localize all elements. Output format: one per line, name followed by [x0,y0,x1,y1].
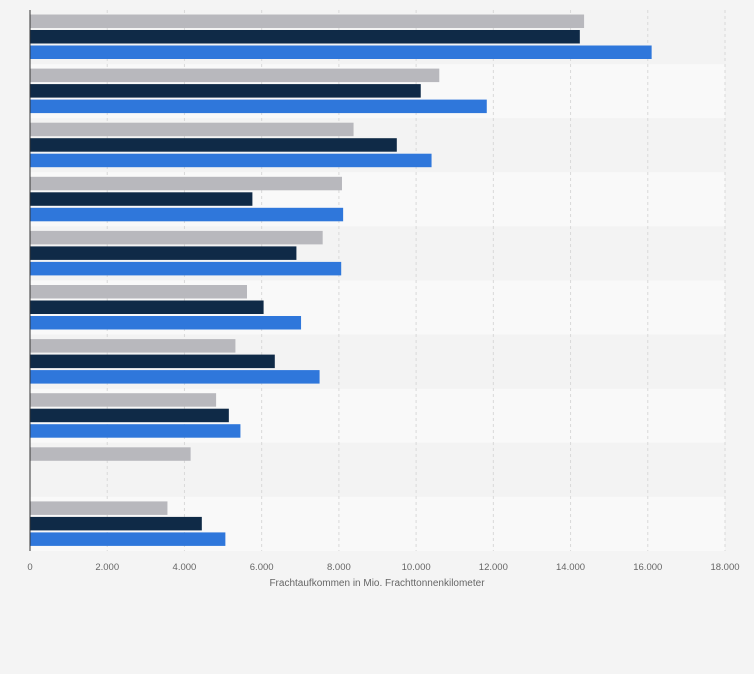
bar [30,354,275,369]
x-tick-labels: 0 2.000 4.000 6.000 8.000 10.000 12.000 14.000 1… [27,562,739,573]
bar [30,339,236,353]
bar [30,300,264,314]
bar [30,176,342,191]
bar [30,285,247,299]
bar [30,68,440,83]
bar [30,370,320,384]
x-tick-label: 0 [27,562,32,573]
bar [30,207,344,222]
x-tick-label: 10.000 [402,562,431,573]
x-axis-label: Frachtaufkommen in Mio. Frachttonnenkilo… [269,578,485,589]
bar [30,532,226,546]
x-tick-label: 16.000 [633,562,662,573]
x-tick-label: 12.000 [479,562,508,573]
bar [30,447,191,461]
x-tick-label: 4.000 [173,562,197,573]
bar [30,408,229,423]
bar [30,393,217,407]
bar [30,122,354,137]
bar [30,192,253,206]
bar [30,14,585,28]
bar [30,153,432,168]
bar [30,230,323,245]
bar [30,246,297,260]
x-tick-label: 18.000 [710,562,739,573]
bar [30,138,397,152]
bar [30,99,487,114]
bar [30,45,652,59]
bar [30,84,421,98]
x-tick-label: 8.000 [327,562,351,573]
x-tick-label: 14.000 [556,562,585,573]
bars [30,14,652,546]
bar [30,516,202,531]
bar [30,261,342,276]
x-tick-label: 6.000 [250,562,274,573]
bar [30,30,580,44]
x-tick-label: 2.000 [95,562,119,573]
bar [30,424,241,438]
bar [30,316,302,330]
bar [30,501,168,515]
